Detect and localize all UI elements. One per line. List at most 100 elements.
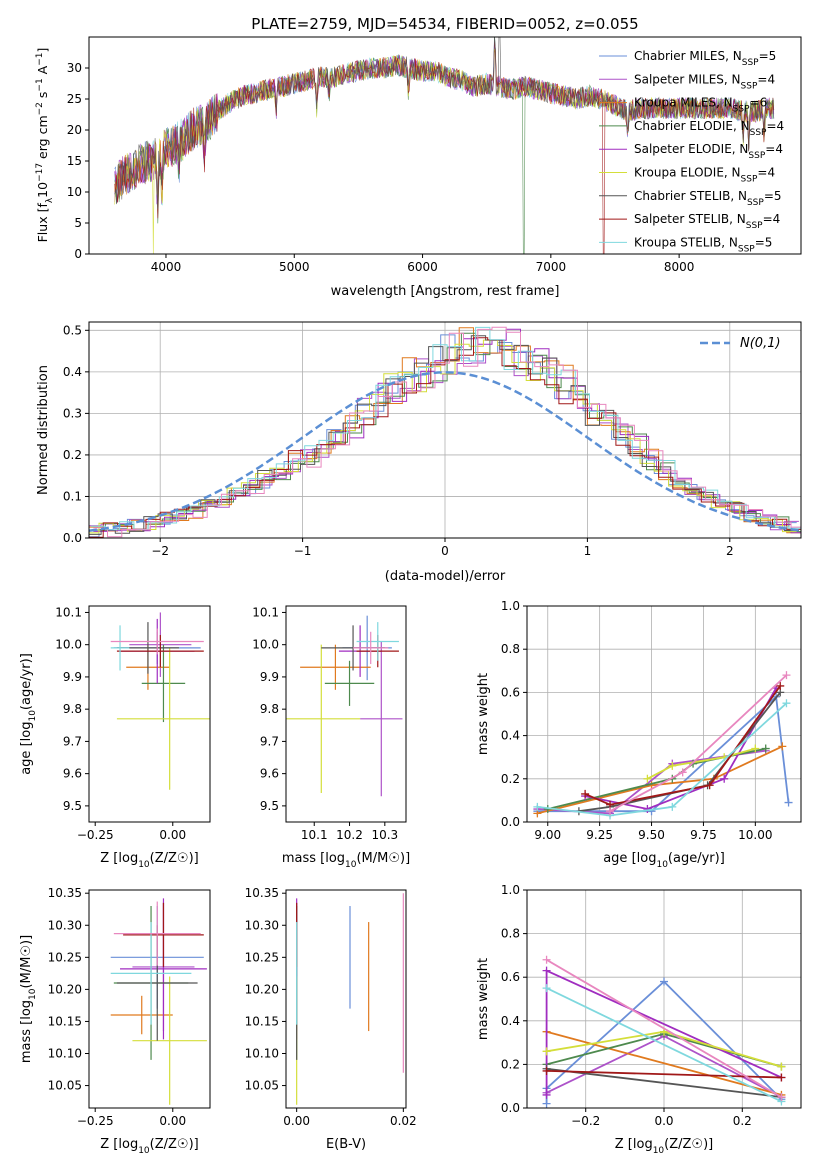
mass-vs-Z-xtick-label: −0.25 [77, 1114, 114, 1128]
age-vs-mass-points [286, 615, 403, 797]
weight-vs-age-marker [784, 798, 793, 807]
weight-vs-age-ytick-label: 0.0 [501, 815, 520, 829]
weight-vs-Z-marker [542, 1099, 551, 1108]
residuals-hist [93, 326, 801, 538]
age-vs-mass-xtick-label: 10.2 [336, 828, 363, 842]
age-vs-Z-xlabel: Z [log10(Z/Z☉)] [100, 851, 198, 870]
age-vs-Z-ytick-label: 9.5 [63, 799, 82, 813]
residuals-xtick-label: 0 [441, 544, 449, 558]
age-vs-mass-ytick-label: 9.8 [260, 702, 279, 716]
weight-vs-Z-ytick-label: 0.4 [501, 1014, 520, 1028]
spectrum-xlabel: wavelength [Angstrom, rest frame] [331, 284, 560, 299]
figure-title: PLATE=2759, MJD=54534, FIBERID=0052, z=0… [251, 15, 638, 33]
residuals-xtick-label: 1 [584, 544, 592, 558]
age-vs-mass-ytick-label: 9.5 [260, 799, 279, 813]
weight-vs-age-xtick-label: 9.00 [534, 828, 561, 842]
residuals-hist [91, 326, 801, 531]
spectrum-ytick-label: 10 [67, 185, 82, 199]
mass-vs-Z-frame [88, 889, 211, 1109]
residuals-ytick-label: 0.1 [63, 489, 82, 503]
mass-vs-ebv-ytick-label: 10.20 [245, 982, 279, 996]
weight-vs-Z-marker [777, 1062, 786, 1071]
age-vs-Z-ytick-label: 10.1 [55, 605, 82, 619]
mass-vs-ebv-ytick-label: 10.15 [245, 1014, 279, 1028]
weight-vs-Z-marker [542, 1066, 551, 1075]
weight-vs-age-line [537, 702, 788, 817]
spectrum-axes: 4000 5000 6000 7000 8000 0 5 10 15 20 25 30 waveleng… [35, 36, 802, 299]
legend-label: Chabrier ELODIE, NSSP=4 [634, 119, 784, 138]
mass-vs-Z-ytick-label: 10.35 [48, 886, 82, 900]
mass-vs-ebv-xtick-label: 0.00 [283, 1114, 310, 1128]
age-vs-Z-ytick-label: 9.6 [63, 767, 82, 781]
age-vs-mass-frame [285, 605, 407, 823]
legend-label: Chabrier MILES, NSSP=5 [634, 49, 776, 68]
mass-vs-Z-ytick-label: 10.25 [48, 950, 82, 964]
weight-vs-Z-frame [526, 889, 802, 1109]
weight-vs-age-xtick-label: 10.00 [738, 828, 772, 842]
weight-vs-age-marker [678, 768, 687, 777]
weight-vs-Z-ytick-label: 0.0 [501, 1101, 520, 1115]
weight-vs-age-line [584, 685, 781, 806]
age-vs-Z-ytick-label: 9.7 [63, 734, 82, 748]
weight-vs-Z-ylabel: mass weight [476, 958, 491, 1040]
weight-vs-age-axes: 9.00 9.25 9.50 9.75 10.00 0.0 0.2 0.4 0.6 0.8 1.0 a… [476, 599, 802, 870]
age-vs-mass-ytick-label: 10.0 [252, 638, 279, 652]
weight-vs-age-marker [647, 807, 656, 816]
weight-vs-Z-marker [542, 966, 551, 975]
mass-vs-Z-xlabel: Z [log10(Z/Z☉)] [100, 1137, 198, 1156]
residuals-ytick-label: 0.5 [63, 323, 82, 337]
age-vs-mass-ytick-label: 10.1 [252, 605, 279, 619]
legend-label: Salpeter ELODIE, NSSP=4 [634, 142, 783, 161]
weight-vs-age-line [609, 674, 788, 812]
weight-vs-age-ytick-label: 0.8 [501, 642, 520, 656]
mass-vs-ebv-ytick-label: 10.30 [245, 918, 279, 932]
age-vs-mass-axes: 10.1 10.2 10.3 9.5 9.6 9.7 9.8 9.9 10.0 10.1 mass … [252, 605, 410, 870]
legend-label: Salpeter MILES, NSSP=4 [634, 72, 775, 91]
weight-vs-Z-line [546, 959, 782, 1098]
spectrum-ytick-label: 15 [67, 154, 82, 168]
residuals-ylabel: Normed distribution [36, 365, 51, 495]
spectrum-xtick-label: 7000 [536, 260, 567, 274]
age-vs-mass-xtick-label: 10.3 [371, 828, 398, 842]
weight-vs-Z-ytick-label: 0.6 [501, 970, 520, 984]
mass-vs-ebv-ytick-label: 10.25 [245, 950, 279, 964]
residuals-hists [89, 326, 801, 538]
age-vs-Z-ytick-label: 10.0 [55, 638, 82, 652]
weight-vs-Z-ytick-label: 0.2 [501, 1057, 520, 1071]
residuals-hist [89, 335, 799, 535]
weight-vs-age-marker [533, 802, 542, 811]
weight-vs-Z-xlabel: Z [log10(Z/Z☉)] [615, 1137, 713, 1156]
residuals-ytick-label: 0.4 [63, 365, 82, 379]
spectrum-lines [114, 37, 775, 254]
age-vs-Z-ytick-label: 9.8 [63, 702, 82, 716]
residuals-ytick-label: 0.2 [63, 448, 82, 462]
weight-vs-age-marker [668, 761, 677, 770]
residuals-legend: N(0,1) [700, 336, 781, 351]
weight-vs-Z-lines [542, 955, 786, 1108]
weight-vs-Z-marker [542, 984, 551, 993]
mass-vs-ebv-ytick-label: 10.10 [245, 1047, 279, 1061]
age-vs-Z-axes: −0.25 0.00 9.5 9.6 9.7 9.8 9.9 10.0 10.1 Z [log10… [19, 605, 211, 870]
weight-vs-age-xlabel: age [log10(age/yr)] [603, 851, 725, 870]
spectrum-xtick-label: 5000 [279, 260, 310, 274]
weight-vs-age-marker [606, 807, 615, 816]
mass-vs-ebv-frame [285, 889, 407, 1109]
mass-vs-Z-axes: −0.25 0.00 10.05 10.10 10.15 10.20 10.25 10.30 1… [19, 886, 211, 1156]
mass-vs-ebv-points [296, 893, 404, 1105]
weight-vs-Z-marker [660, 977, 668, 986]
weight-vs-age-marker [751, 744, 760, 753]
mass-vs-Z-ytick-label: 10.05 [48, 1079, 82, 1093]
residuals-ytick-label: 0.3 [63, 406, 82, 420]
legend-label: Kroupa MILES, NSSP=6 [634, 96, 767, 115]
weight-vs-Z-xtick-label: −0.2 [571, 1114, 600, 1128]
mass-vs-Z-ytick-label: 10.15 [48, 1014, 82, 1028]
weight-vs-age-marker [782, 699, 791, 708]
spectrum-frame [88, 36, 802, 255]
residuals-xlabel: (data-model)/error [385, 569, 506, 584]
weight-vs-age-lines [533, 671, 793, 820]
weight-vs-age-marker [643, 774, 652, 783]
legend-label: N(0,1) [740, 336, 781, 351]
weight-vs-Z-xtick-label: 0.2 [733, 1114, 752, 1128]
residuals-xtick-label: 2 [726, 544, 734, 558]
